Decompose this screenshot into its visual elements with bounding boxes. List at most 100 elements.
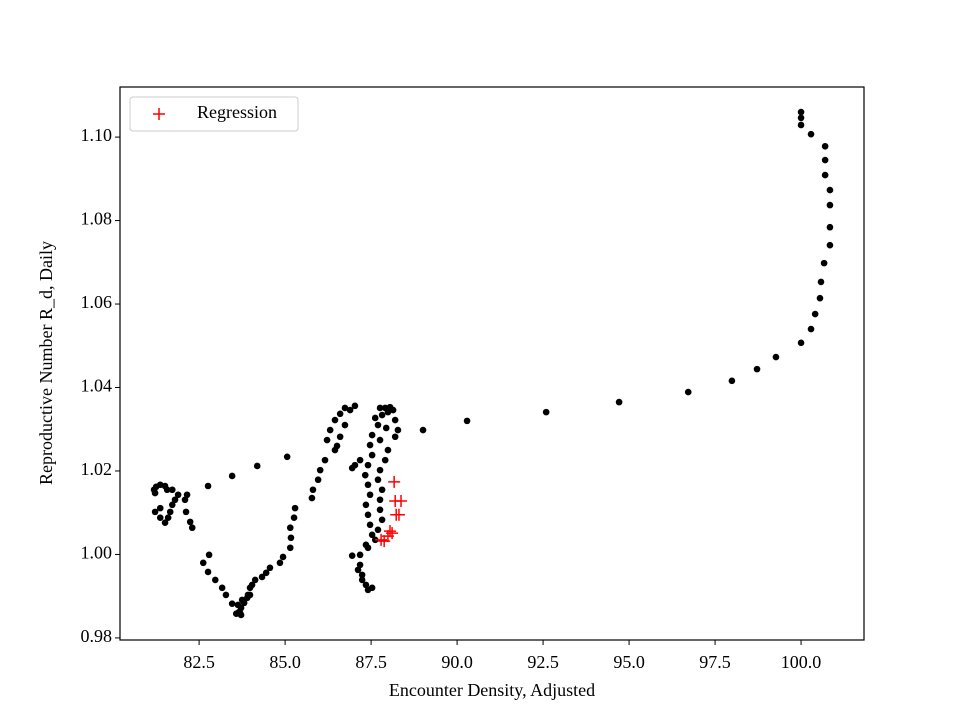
scatter-point bbox=[150, 486, 158, 494]
scatter-point bbox=[378, 516, 386, 524]
scatter-point bbox=[817, 278, 825, 286]
scatter-point bbox=[244, 591, 252, 599]
scatter-point bbox=[348, 552, 356, 559]
x-tick-label: 92.5 bbox=[527, 652, 559, 672]
scatter-point bbox=[389, 406, 397, 414]
scatter-point bbox=[326, 426, 334, 434]
x-tick-label: 95.0 bbox=[613, 652, 645, 672]
scatter-point bbox=[371, 414, 379, 422]
scatter-point bbox=[821, 171, 829, 179]
scatter-point bbox=[331, 446, 339, 454]
scatter-point bbox=[323, 436, 331, 444]
scatter-point bbox=[240, 599, 248, 607]
scatter-point bbox=[366, 491, 374, 499]
scatter-point bbox=[286, 524, 294, 532]
scatter-point bbox=[341, 421, 349, 429]
scatter-point bbox=[542, 408, 550, 416]
scatter-point bbox=[164, 514, 172, 522]
scatter-point bbox=[186, 518, 194, 526]
y-tick-label: 0.98 bbox=[81, 626, 113, 646]
scatter-point bbox=[246, 584, 254, 592]
scatter-point bbox=[364, 544, 372, 552]
y-tick-label: 1.06 bbox=[81, 292, 113, 312]
scatter-point bbox=[262, 569, 270, 577]
scatter-point bbox=[291, 504, 299, 512]
scatter-point bbox=[368, 584, 376, 592]
scatter-point bbox=[356, 456, 364, 464]
scatter-point bbox=[188, 524, 196, 532]
scatter-point bbox=[364, 511, 372, 519]
scatter-point bbox=[821, 142, 829, 150]
scatter-point bbox=[309, 486, 317, 494]
scatter-point bbox=[211, 576, 219, 584]
x-tick-label: 90.0 bbox=[441, 652, 473, 672]
y-axis-label: Reproductive Number R_d, Daily bbox=[36, 241, 56, 485]
scatter-point bbox=[391, 433, 399, 441]
scatter-point bbox=[811, 310, 819, 318]
scatter-point bbox=[419, 426, 427, 434]
scatter-point bbox=[362, 581, 370, 589]
x-tick-label: 97.5 bbox=[699, 652, 731, 672]
scatter-point bbox=[816, 294, 824, 302]
scatter-point bbox=[222, 591, 230, 599]
scatter-point bbox=[218, 584, 226, 592]
scatter-point bbox=[253, 462, 261, 470]
scatter-point bbox=[151, 508, 159, 516]
scatter-point bbox=[820, 259, 828, 267]
scatter-point bbox=[394, 426, 402, 434]
scatter-point bbox=[376, 466, 384, 474]
scatter-point bbox=[279, 553, 287, 561]
scatter-point bbox=[234, 601, 242, 609]
scatter-point bbox=[168, 486, 176, 494]
scatter-point bbox=[204, 482, 212, 490]
scatter-point bbox=[797, 339, 805, 347]
y-tick-label: 1.00 bbox=[81, 543, 113, 563]
plus-marker bbox=[395, 495, 408, 508]
scatter-point bbox=[374, 421, 382, 429]
scatter-point bbox=[376, 496, 384, 504]
scatter-point bbox=[358, 576, 366, 584]
x-tick-label: 85.0 bbox=[269, 652, 301, 672]
scatter-point bbox=[331, 416, 339, 424]
scatter-point bbox=[378, 486, 386, 494]
scatter-point bbox=[204, 568, 212, 576]
plus-marker bbox=[392, 508, 405, 521]
scatter-point bbox=[826, 223, 834, 231]
scatter-point bbox=[381, 456, 389, 464]
scatter-point bbox=[166, 508, 174, 516]
scatter-point bbox=[356, 551, 364, 559]
scatter-point bbox=[336, 410, 344, 418]
scatter-point bbox=[251, 576, 259, 584]
scatter-point bbox=[182, 508, 190, 516]
scatter-point bbox=[826, 241, 834, 249]
scatter-point bbox=[797, 108, 805, 116]
scatter-point bbox=[287, 534, 295, 542]
scatter-point bbox=[826, 201, 834, 209]
scatter-point bbox=[358, 571, 366, 579]
scatter-point bbox=[376, 404, 384, 412]
scatter-point bbox=[341, 404, 349, 412]
y-tick-label: 1.02 bbox=[81, 459, 113, 479]
x-tick-label: 82.5 bbox=[183, 652, 215, 672]
plus-marker bbox=[384, 525, 397, 538]
scatter-point bbox=[316, 466, 324, 474]
scatter-point bbox=[171, 496, 179, 504]
scatter-point bbox=[286, 544, 294, 552]
scatter-point bbox=[374, 526, 382, 534]
scatter-point bbox=[351, 402, 359, 410]
scatter-point bbox=[156, 504, 164, 512]
scatter-point bbox=[807, 325, 815, 333]
scatter-point bbox=[684, 388, 692, 396]
scatter-point bbox=[615, 398, 623, 406]
scatter-point bbox=[378, 411, 386, 419]
plus-marker bbox=[388, 475, 401, 488]
y-tick-label: 1.04 bbox=[81, 376, 113, 396]
scatter-point bbox=[728, 377, 736, 385]
x-axis-label: Encounter Density, Adjusted bbox=[389, 680, 595, 700]
scatter-point bbox=[283, 453, 291, 461]
scatter-point bbox=[368, 431, 376, 439]
scatter-point bbox=[348, 464, 356, 472]
scatter-point bbox=[163, 486, 171, 494]
scatter-point bbox=[156, 514, 164, 522]
